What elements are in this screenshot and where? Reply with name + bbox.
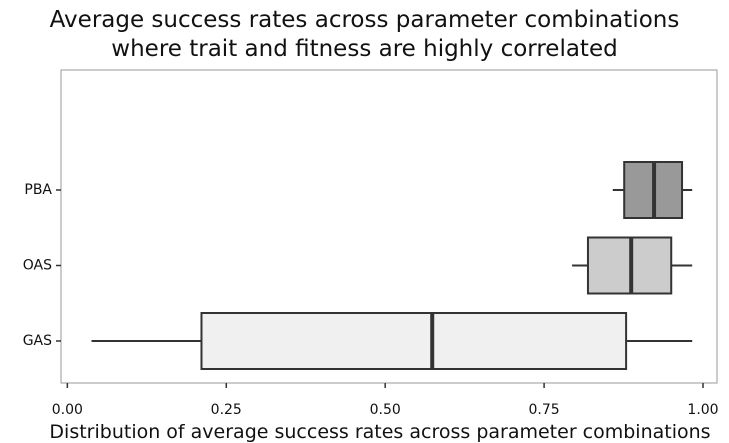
x-tick-label: 0.00 [52, 402, 83, 418]
chart-title: Average success rates across parameter c… [49, 7, 680, 62]
x-axis-label: Distribution of average success rates ac… [49, 421, 711, 443]
x-tick-label: 0.25 [211, 402, 242, 418]
box [200, 312, 628, 370]
y-tick-label: OAS [23, 258, 52, 274]
y-tick-label: GAS [23, 333, 52, 349]
y-tick-label: PBA [24, 182, 52, 198]
x-tick-label: 0.75 [529, 402, 560, 418]
x-tick-label: 0.50 [370, 402, 401, 418]
x-tick-label: 1.00 [687, 402, 718, 418]
